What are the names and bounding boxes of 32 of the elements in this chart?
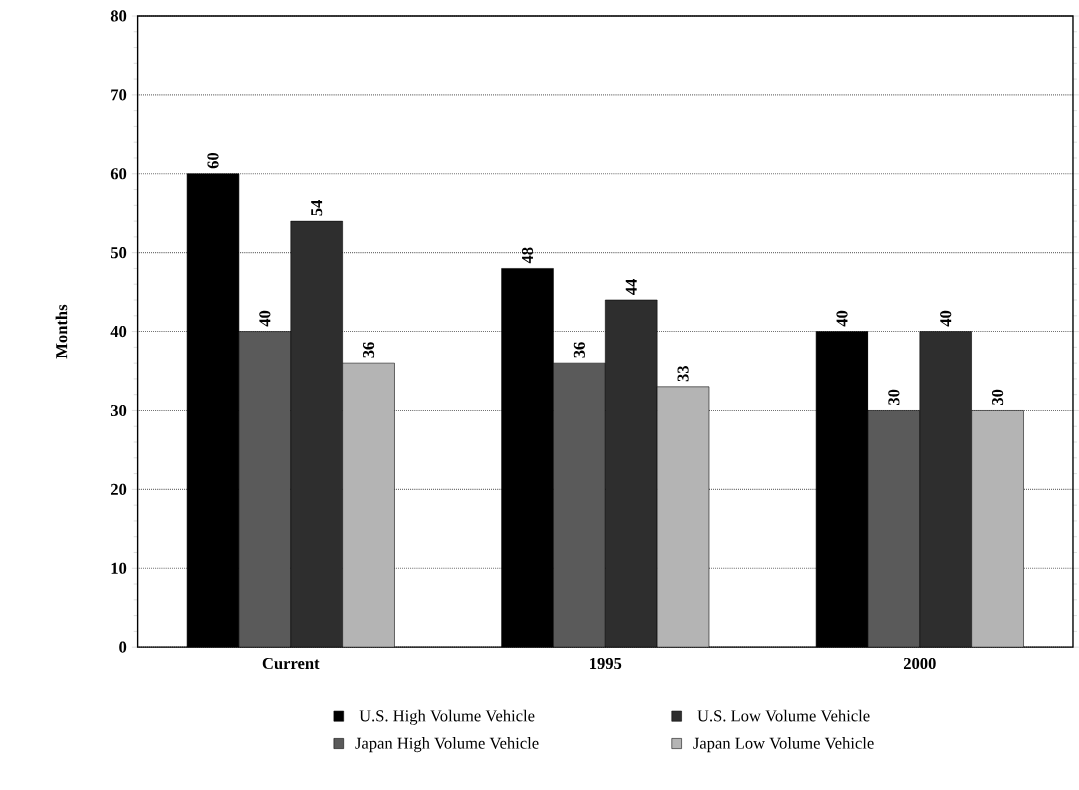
y-tick-label: 60 — [110, 168, 127, 180]
legend-label: Japan Low Volume Vehicle — [693, 737, 874, 753]
data-label: 60 — [207, 153, 219, 169]
data-label: 36 — [363, 342, 375, 358]
x-tick-label: Current — [262, 658, 320, 670]
y-tick-label: 20 — [110, 483, 127, 496]
data-label: 36 — [573, 342, 585, 358]
y-tick-label: 80 — [110, 10, 127, 22]
data-label: 30 — [992, 389, 1004, 406]
data-label: 40 — [940, 310, 952, 327]
bar — [342, 362, 395, 648]
data-label: 54 — [311, 200, 323, 216]
x-tick-label: 1995 — [590, 658, 622, 670]
data-label: 44 — [625, 279, 637, 296]
y-tick-label: 40 — [110, 326, 127, 338]
y-tick-label: 50 — [110, 247, 127, 259]
data-label: 33 — [677, 366, 689, 382]
data-label: 40 — [836, 310, 848, 327]
data-label: 30 — [888, 389, 900, 406]
data-label: 48 — [521, 247, 534, 264]
y-tick-label: 10 — [111, 562, 127, 574]
x-tick-label: 2000 — [903, 658, 936, 670]
legend-label: U.S. High Volume Vehicle — [359, 709, 535, 725]
legend-label: U.S. Low Volume Vehicle — [697, 709, 870, 722]
legend-label: Japan High Volume Vehicle — [355, 737, 539, 753]
bar — [656, 386, 710, 648]
y-axis-title: Months — [55, 304, 68, 359]
data-label: 40 — [259, 310, 271, 327]
y-tick-label: 30 — [110, 404, 127, 417]
bar — [971, 410, 1024, 648]
y-tick-label: 0 — [119, 641, 127, 653]
y-tick-label: 70 — [111, 89, 127, 101]
